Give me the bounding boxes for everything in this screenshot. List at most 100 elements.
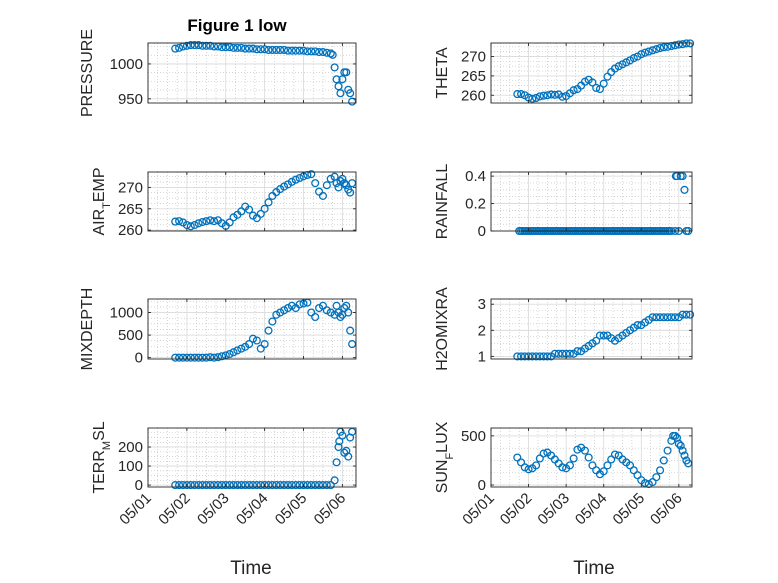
data-point bbox=[217, 352, 226, 361]
y-tick-label: 950 bbox=[118, 91, 143, 108]
data-point bbox=[190, 353, 199, 362]
y-axis-label: AIRTEMP bbox=[91, 167, 113, 235]
data-point bbox=[599, 79, 608, 88]
data-point bbox=[539, 449, 548, 458]
data-point bbox=[171, 481, 180, 490]
y-tick-label: 260 bbox=[118, 222, 143, 239]
data-point bbox=[256, 209, 265, 218]
data-point bbox=[264, 198, 273, 207]
data-point bbox=[318, 481, 328, 490]
data-point bbox=[245, 481, 254, 490]
y-tick-label: 500 bbox=[118, 327, 143, 344]
axes-box bbox=[490, 42, 693, 104]
series-markers bbox=[171, 41, 357, 106]
data-point bbox=[588, 78, 597, 87]
data-point bbox=[175, 217, 184, 226]
data-point bbox=[644, 47, 653, 56]
data-point bbox=[342, 68, 351, 77]
data-point bbox=[283, 46, 293, 55]
data-point bbox=[311, 47, 320, 56]
data-point bbox=[599, 467, 608, 476]
data-point bbox=[291, 175, 300, 184]
data-point bbox=[311, 481, 320, 490]
data-point bbox=[307, 481, 316, 490]
data-point bbox=[175, 43, 184, 52]
panel-3: 0 0.2 0.4 RAINFALL bbox=[434, 164, 693, 240]
data-point bbox=[194, 41, 203, 50]
data-point bbox=[640, 48, 650, 57]
data-point bbox=[543, 91, 552, 100]
data-point bbox=[656, 466, 665, 475]
data-point bbox=[280, 306, 289, 315]
axes-box bbox=[147, 298, 357, 360]
data-point bbox=[287, 177, 296, 186]
data-point bbox=[588, 461, 597, 470]
y-tick-label: 265 bbox=[461, 68, 486, 85]
data-point bbox=[190, 481, 199, 490]
data-point bbox=[338, 75, 347, 84]
data-point bbox=[656, 43, 665, 53]
data-point bbox=[524, 465, 533, 474]
data-point bbox=[524, 352, 533, 361]
data-point bbox=[686, 310, 695, 319]
data-point bbox=[210, 353, 219, 362]
data-point bbox=[652, 313, 661, 322]
plot-area bbox=[491, 299, 692, 359]
data-point bbox=[652, 45, 661, 54]
data-point bbox=[663, 446, 672, 455]
x-tick-label: 05/01 bbox=[459, 490, 498, 529]
data-point bbox=[202, 481, 211, 490]
data-point bbox=[171, 353, 180, 362]
data-point bbox=[202, 41, 211, 50]
data-point bbox=[680, 185, 689, 194]
panel-4: 0 500 1000 MIXDEPTH bbox=[79, 288, 357, 370]
y-tick-label: 100 bbox=[118, 458, 143, 475]
data-point bbox=[513, 90, 522, 99]
data-point bbox=[595, 331, 604, 340]
y-axis-label: THETA bbox=[434, 47, 451, 99]
data-point bbox=[276, 45, 285, 55]
y-tick-label: 1 bbox=[478, 348, 486, 365]
data-point bbox=[194, 219, 203, 228]
data-point bbox=[295, 173, 304, 183]
data-point bbox=[225, 481, 234, 490]
data-point bbox=[676, 441, 685, 450]
data-point bbox=[322, 481, 331, 490]
data-point bbox=[229, 481, 238, 490]
data-point bbox=[346, 326, 355, 335]
data-point bbox=[680, 451, 689, 460]
data-point bbox=[252, 481, 261, 490]
data-point bbox=[629, 54, 638, 63]
data-point bbox=[198, 217, 207, 227]
data-point bbox=[633, 471, 642, 480]
y-tick-label: 0 bbox=[135, 350, 143, 367]
data-point bbox=[592, 336, 601, 345]
x-tick-label: 05/03 bbox=[194, 490, 233, 529]
data-point bbox=[175, 353, 184, 362]
data-point bbox=[535, 352, 544, 361]
data-point bbox=[194, 481, 203, 490]
data-point bbox=[558, 463, 567, 472]
axes-box bbox=[147, 171, 357, 232]
data-point bbox=[532, 461, 541, 470]
data-point bbox=[663, 313, 672, 322]
data-point bbox=[656, 313, 665, 322]
data-point bbox=[678, 172, 687, 181]
data-point bbox=[607, 455, 616, 464]
data-point bbox=[311, 179, 320, 188]
data-point bbox=[330, 63, 339, 72]
data-point bbox=[206, 41, 215, 50]
data-point bbox=[175, 481, 184, 490]
y-tick-label: 2 bbox=[478, 322, 486, 339]
data-point bbox=[565, 461, 574, 470]
data-point bbox=[318, 48, 328, 57]
data-point bbox=[671, 431, 680, 440]
data-point bbox=[256, 45, 265, 54]
data-point bbox=[206, 481, 215, 490]
data-point bbox=[592, 83, 601, 92]
data-point bbox=[233, 43, 242, 52]
data-point bbox=[326, 308, 335, 317]
data-point bbox=[186, 353, 195, 362]
x-tick-label: 05/04 bbox=[572, 490, 611, 529]
x-tick-label: 05/06 bbox=[311, 490, 350, 529]
